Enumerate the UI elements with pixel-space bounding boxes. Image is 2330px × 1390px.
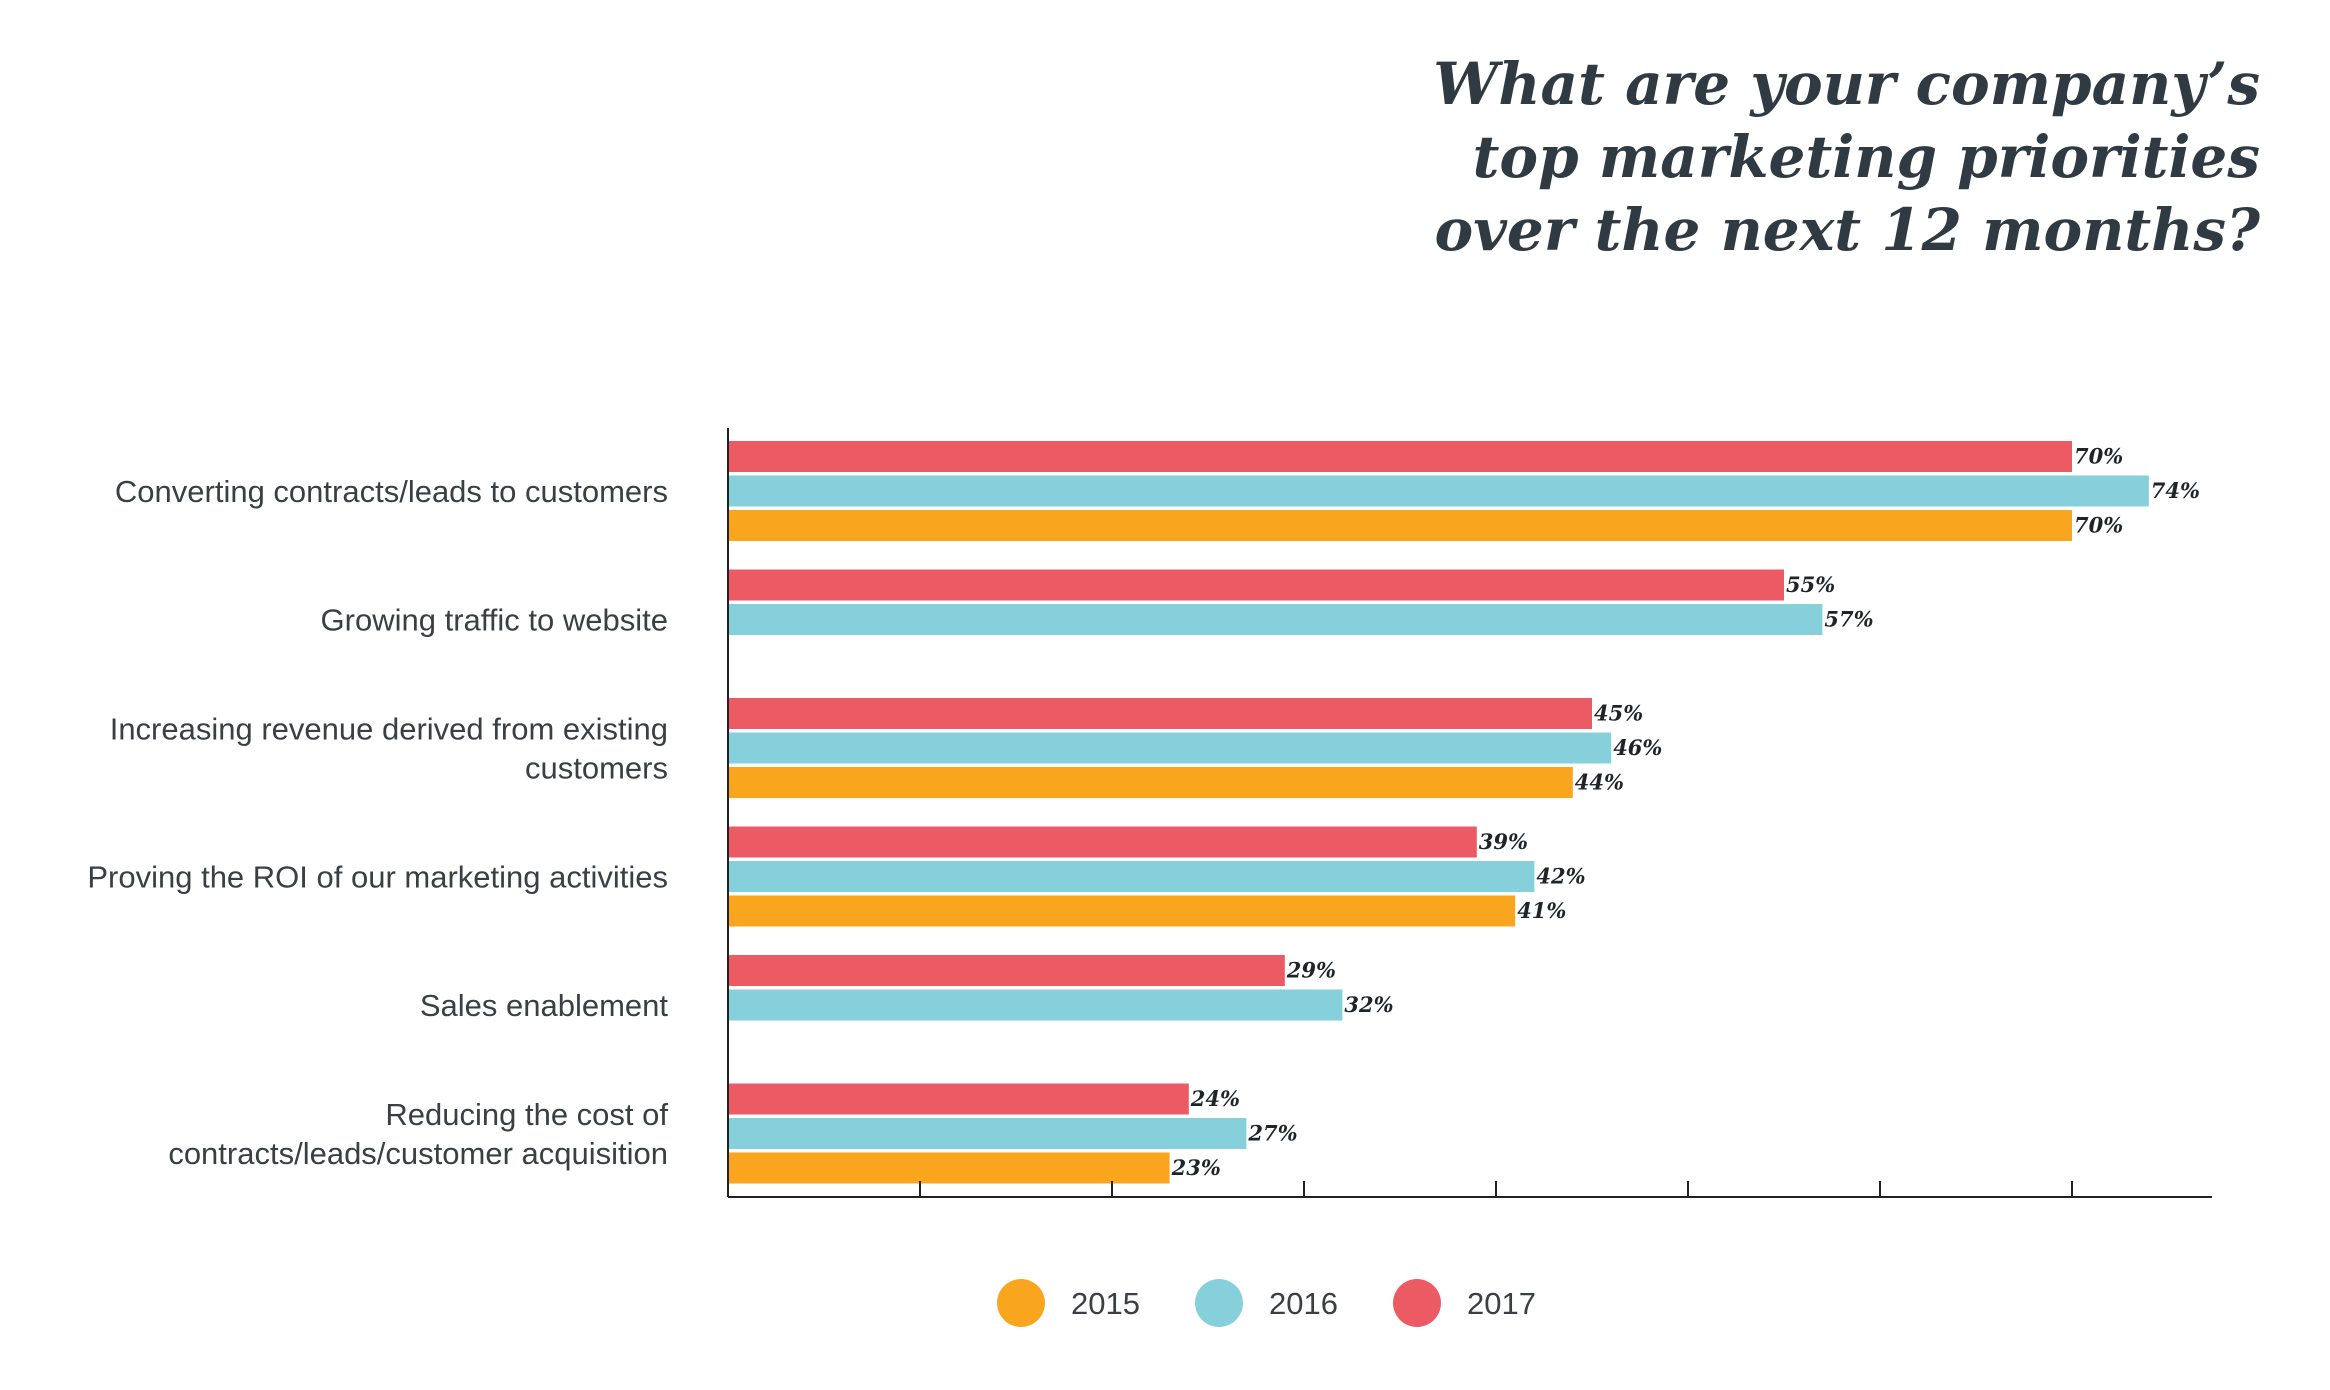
bar-2016-5 — [728, 1118, 1247, 1149]
bar-2016-0 — [728, 475, 2149, 507]
bars-group — [728, 441, 2149, 1184]
value-label-2016-0: 74% — [2151, 478, 2200, 503]
value-label-2017-0: 70% — [2074, 444, 2123, 469]
category-label-3-0: Proving the ROI of our marketing activit… — [87, 860, 668, 895]
chart-title: What are your company’s top marketing pr… — [1260, 48, 2260, 267]
value-label-2016-5: 27% — [1247, 1121, 1297, 1146]
value-label-2015-3: 41% — [1517, 898, 1566, 923]
bar-2017-4 — [728, 955, 1285, 986]
value-label-2015-0: 70% — [2074, 513, 2123, 538]
category-label-2-1: customers — [525, 751, 668, 786]
value-label-2017-1: 55% — [1786, 572, 1835, 597]
legend-label-2017: 2017 — [1467, 1286, 1536, 1321]
legend-swatch-2016 — [1195, 1279, 1243, 1327]
category-label-4-0: Sales enablement — [420, 988, 669, 1023]
legend-swatch-2015 — [997, 1279, 1045, 1327]
bar-2015-3 — [728, 895, 1516, 927]
bar-2016-1 — [728, 604, 1823, 635]
value-label-2016-4: 32% — [1344, 992, 1393, 1017]
bar-2015-5 — [728, 1152, 1170, 1184]
value-label-2017-4: 29% — [1286, 958, 1336, 983]
category-label-5-1: contracts/leads/customer acquisition — [168, 1136, 668, 1171]
bar-2017-1 — [728, 569, 1784, 601]
value-label-2015-2: 44% — [1575, 770, 1624, 795]
chart-title-line-2: top marketing priorities — [1472, 123, 2260, 191]
bar-2015-0 — [728, 510, 2072, 541]
bar-2017-2 — [728, 698, 1592, 729]
category-label-1-0: Growing traffic to website — [321, 603, 668, 638]
axes-group — [727, 428, 2212, 1198]
legend-label-2016: 2016 — [1269, 1286, 1338, 1321]
category-label-5-0: Reducing the cost of — [385, 1097, 668, 1132]
category-labels-group: Converting contracts/leads to customers G… — [87, 474, 668, 1171]
value-label-2017-3: 39% — [1479, 829, 1528, 854]
bar-2016-3 — [728, 861, 1535, 892]
legend-label-2015: 2015 — [1071, 1286, 1140, 1321]
bar-2016-4 — [728, 989, 1343, 1021]
value-label-2017-2: 45% — [1594, 701, 1643, 726]
bar-2017-5 — [728, 1083, 1189, 1115]
value-label-2017-5: 24% — [1190, 1086, 1240, 1111]
category-label-0-0: Converting contracts/leads to customers — [115, 474, 668, 509]
value-labels-group: 70% 74% 70% 55% 57% 45% 46% 44% 39% 42% 41% 29% 32% 2… — [1171, 444, 2200, 1181]
category-label-2-0: Increasing revenue derived from existing — [110, 712, 668, 747]
bar-2017-0 — [728, 441, 2072, 472]
legend-swatch-2017 — [1393, 1279, 1441, 1327]
value-label-2016-3: 42% — [1536, 864, 1585, 889]
value-label-2016-2: 46% — [1613, 735, 1662, 760]
chart-title-line-1: What are your company’s — [1433, 50, 2260, 118]
value-label-2015-5: 23% — [1171, 1155, 1221, 1180]
bar-2016-2 — [728, 732, 1612, 764]
legend: 2015 2016 2017 — [997, 1279, 1536, 1327]
bar-2015-2 — [728, 767, 1573, 798]
value-label-2016-1: 57% — [1824, 607, 1873, 632]
bar-2017-3 — [728, 826, 1477, 858]
chart-title-line-3: over the next 12 months? — [1434, 196, 2260, 264]
